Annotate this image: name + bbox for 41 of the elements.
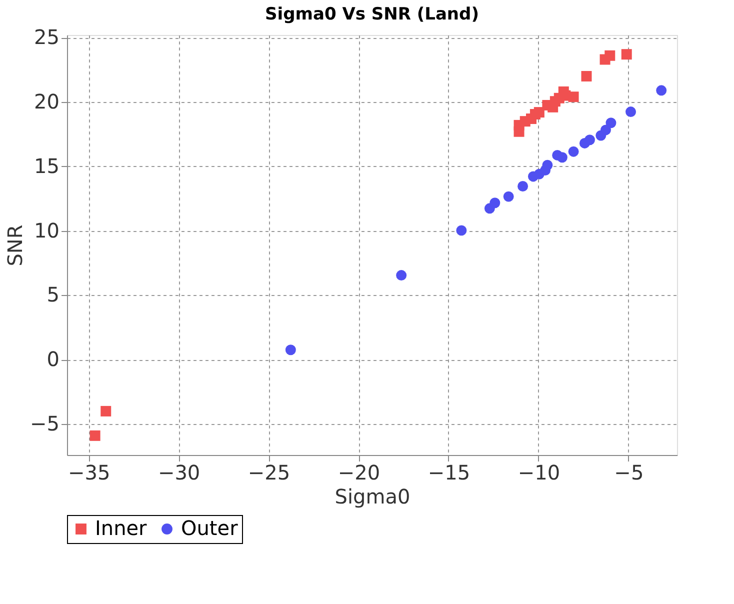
chart-title: Sigma0 Vs SNR (Land) [265, 4, 479, 25]
y-tick-label: 25 [34, 25, 60, 50]
point [604, 50, 616, 61]
point [606, 118, 616, 128]
point [656, 85, 667, 96]
x-tick-label: −30 [158, 460, 200, 484]
point [285, 344, 296, 356]
point [100, 406, 112, 416]
y-tick-label: 20 [34, 89, 60, 114]
point [456, 225, 467, 236]
point [621, 49, 632, 60]
point [534, 107, 544, 118]
y-tick-label: −5 [30, 412, 60, 436]
x-tick-label: −20 [338, 460, 380, 484]
y-tick-label: 10 [34, 218, 60, 242]
point [503, 191, 514, 202]
x-tick-label: −10 [518, 460, 560, 484]
point [581, 70, 592, 82]
x-tick-label: −35 [68, 460, 110, 484]
y-tick-label: 15 [34, 154, 60, 178]
point [568, 146, 579, 157]
point [396, 270, 407, 281]
point [556, 152, 568, 163]
point [568, 92, 579, 102]
x-axis-title: Sigma0 [334, 484, 410, 508]
point [518, 181, 528, 192]
legend-label: Outer [181, 516, 239, 540]
x-tick-label: −5 [614, 460, 644, 484]
point [626, 106, 636, 118]
y-tick-label: 5 [46, 282, 60, 307]
point [90, 430, 100, 441]
point [600, 124, 611, 136]
x-tick-label: −15 [428, 460, 470, 484]
point [514, 126, 524, 137]
y-axis-title: SNR [3, 224, 28, 266]
point [490, 198, 500, 208]
point [542, 160, 553, 170]
legend-label: Inner [95, 516, 148, 540]
point [584, 134, 595, 146]
y-tick-label: 0 [46, 347, 60, 372]
x-tick-label: −25 [248, 460, 290, 484]
